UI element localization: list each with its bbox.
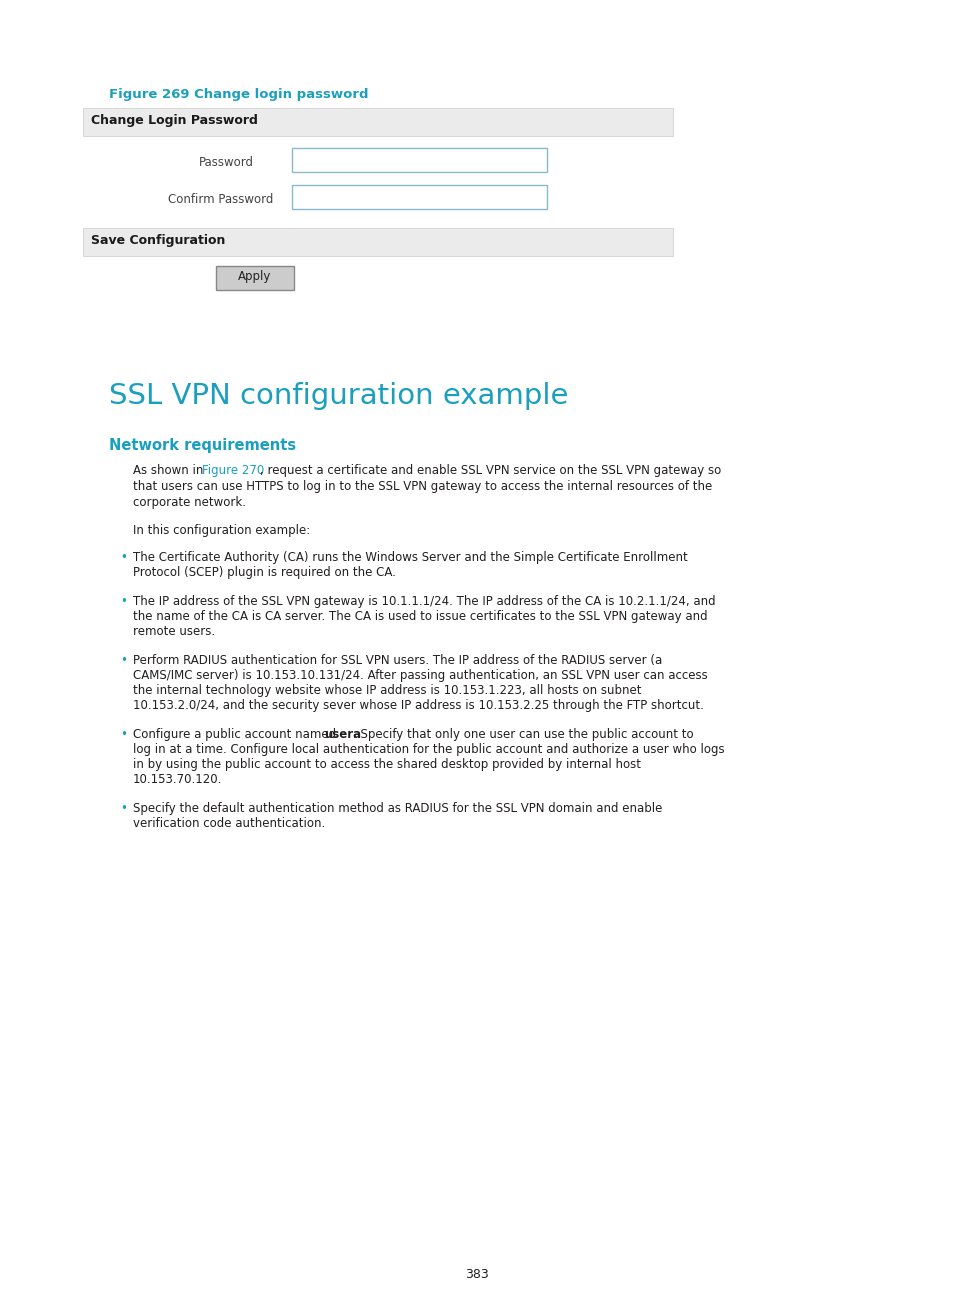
Text: , request a certificate and enable SSL VPN service on the SSL VPN gateway so: , request a certificate and enable SSL V…: [260, 464, 720, 477]
Bar: [83, 228, 672, 257]
Text: the internal technology website whose IP address is 10.153.1.223, all hosts on s: the internal technology website whose IP…: [132, 684, 640, 697]
Text: Network requirements: Network requirements: [109, 438, 295, 454]
Text: The IP address of the SSL VPN gateway is 10.1.1.1/24. The IP address of the CA i: The IP address of the SSL VPN gateway is…: [132, 595, 715, 608]
Bar: [292, 185, 546, 209]
Text: CAMS/IMC server) is 10.153.10.131/24. After passing authentication, an SSL VPN u: CAMS/IMC server) is 10.153.10.131/24. Af…: [132, 669, 707, 682]
Text: •: •: [120, 551, 127, 564]
Text: corporate network.: corporate network.: [132, 496, 246, 509]
Text: •: •: [120, 802, 127, 815]
Text: in by using the public account to access the shared desktop provided by internal: in by using the public account to access…: [132, 758, 640, 771]
Text: Password: Password: [199, 156, 253, 168]
Text: the name of the CA is CA server. The CA is used to issue certificates to the SSL: the name of the CA is CA server. The CA …: [132, 610, 707, 623]
Text: The Certificate Authority (CA) runs the Windows Server and the Simple Certificat: The Certificate Authority (CA) runs the …: [132, 551, 687, 564]
Text: •: •: [120, 595, 127, 608]
Bar: [83, 108, 672, 136]
Text: •: •: [120, 728, 127, 741]
Text: remote users.: remote users.: [132, 625, 214, 638]
Text: Configure a public account named: Configure a public account named: [132, 728, 339, 741]
Text: Protocol (SCEP) plugin is required on the CA.: Protocol (SCEP) plugin is required on th…: [132, 566, 395, 579]
Text: SSL VPN configuration example: SSL VPN configuration example: [109, 382, 568, 410]
Text: Perform RADIUS authentication for SSL VPN users. The IP address of the RADIUS se: Perform RADIUS authentication for SSL VP…: [132, 654, 661, 667]
Text: log in at a time. Configure local authentication for the public account and auth: log in at a time. Configure local authen…: [132, 743, 724, 756]
Text: Confirm Password: Confirm Password: [168, 193, 274, 206]
Text: 383: 383: [465, 1267, 488, 1280]
Text: As shown in: As shown in: [132, 464, 207, 477]
Text: Figure 269 Change login password: Figure 269 Change login password: [109, 88, 368, 101]
Text: . Specify that only one user can use the public account to: . Specify that only one user can use the…: [353, 728, 693, 741]
Text: usera: usera: [323, 728, 360, 741]
Bar: [215, 266, 294, 290]
Text: verification code authentication.: verification code authentication.: [132, 816, 325, 829]
Text: Specify the default authentication method as RADIUS for the SSL VPN domain and e: Specify the default authentication metho…: [132, 802, 661, 815]
Bar: [292, 148, 546, 172]
Text: 10.153.2.0/24, and the security sever whose IP address is 10.153.2.25 through th: 10.153.2.0/24, and the security sever wh…: [132, 699, 703, 712]
Text: Save Configuration: Save Configuration: [91, 235, 225, 248]
Text: Figure 270: Figure 270: [202, 464, 264, 477]
Text: that users can use HTTPS to log in to the SSL VPN gateway to access the internal: that users can use HTTPS to log in to th…: [132, 480, 712, 492]
Text: •: •: [120, 654, 127, 667]
Text: In this configuration example:: In this configuration example:: [132, 524, 310, 537]
Text: Apply: Apply: [238, 270, 272, 283]
Text: 10.153.70.120.: 10.153.70.120.: [132, 772, 222, 785]
Text: Change Login Password: Change Login Password: [91, 114, 257, 127]
